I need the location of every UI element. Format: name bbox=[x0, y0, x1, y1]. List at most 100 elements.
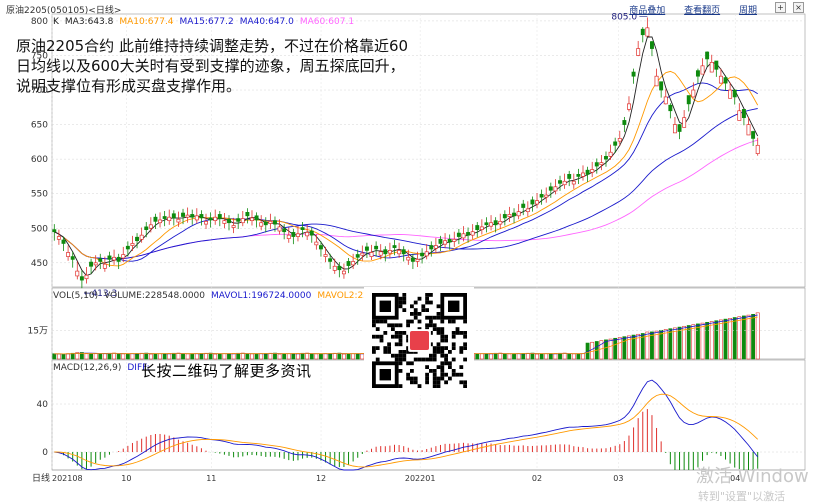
candle-body bbox=[452, 238, 457, 242]
candle-body bbox=[194, 215, 199, 221]
candle-body bbox=[751, 131, 756, 139]
candle-body bbox=[668, 104, 673, 112]
volume-bar bbox=[245, 353, 250, 360]
zoom-in-button[interactable]: + bbox=[775, 2, 786, 13]
qr-module bbox=[448, 361, 452, 366]
candle-body bbox=[171, 213, 176, 219]
volume-bar bbox=[277, 353, 282, 360]
candle-body bbox=[61, 239, 66, 244]
qr-module bbox=[398, 384, 403, 388]
qr-module bbox=[440, 331, 445, 335]
qr-module bbox=[463, 331, 467, 335]
price-tick-label: 600 bbox=[31, 155, 48, 165]
candle-body bbox=[732, 89, 737, 98]
qr-module bbox=[459, 372, 464, 377]
volume-bar bbox=[673, 327, 677, 360]
volume-bar bbox=[314, 353, 319, 360]
candle-body bbox=[700, 65, 705, 75]
qr-module bbox=[432, 376, 437, 381]
volume-bar bbox=[102, 353, 107, 360]
qr-module bbox=[398, 353, 403, 358]
volume-bar bbox=[296, 353, 300, 360]
qr-module bbox=[372, 350, 376, 354]
candle-body bbox=[383, 249, 388, 255]
qr-module bbox=[421, 308, 426, 312]
candle-body bbox=[622, 120, 627, 125]
qr-module bbox=[402, 296, 407, 301]
qr-module bbox=[406, 350, 410, 354]
volume-bar bbox=[158, 353, 162, 360]
candle-body bbox=[562, 180, 567, 186]
candle-body bbox=[627, 103, 631, 110]
volume-bar bbox=[719, 319, 723, 360]
volume-bar bbox=[539, 353, 544, 360]
qr-module bbox=[394, 331, 399, 335]
candle-body bbox=[718, 75, 723, 84]
qr-module bbox=[436, 315, 441, 320]
volume-bar bbox=[741, 315, 746, 360]
macd-diff-line bbox=[54, 379, 759, 471]
candle-body bbox=[75, 270, 80, 277]
volume-bar bbox=[700, 322, 705, 360]
qr-module bbox=[410, 361, 414, 366]
volume-bar bbox=[571, 353, 576, 360]
close-button[interactable]: × bbox=[793, 2, 804, 13]
volume-bar bbox=[162, 353, 167, 360]
volume-bar bbox=[217, 353, 222, 360]
qr-module bbox=[429, 353, 433, 358]
candle-body bbox=[360, 252, 365, 256]
x-axis-title: 日线 bbox=[32, 472, 50, 484]
volume-bar bbox=[355, 353, 360, 360]
x-tick-label: 202201 bbox=[405, 474, 436, 483]
qr-module bbox=[432, 323, 437, 328]
qr-module bbox=[451, 342, 456, 347]
qr-module bbox=[455, 331, 460, 335]
volume-bar bbox=[204, 352, 208, 360]
qr-code[interactable] bbox=[364, 287, 474, 395]
candle-body bbox=[433, 245, 438, 249]
qr-module bbox=[436, 376, 441, 381]
chart-title: 原油2205(050105)<日线> bbox=[6, 6, 122, 16]
price-legend-item: K bbox=[53, 17, 59, 27]
qr-module bbox=[394, 334, 399, 339]
candle-body bbox=[84, 274, 89, 280]
candle-body bbox=[351, 261, 356, 266]
qr-module bbox=[372, 334, 376, 339]
volume-bar bbox=[231, 353, 236, 360]
qr-module bbox=[463, 357, 467, 362]
qr-module bbox=[444, 361, 448, 366]
volume-bar bbox=[659, 329, 664, 360]
volume-bar bbox=[581, 353, 585, 360]
volume-legend-item: VOL(5,10) bbox=[53, 291, 99, 301]
qr-module bbox=[463, 346, 467, 350]
volume-bar bbox=[305, 352, 310, 360]
volume-bar bbox=[484, 353, 489, 360]
qr-module bbox=[410, 312, 414, 316]
volume-bar bbox=[751, 314, 756, 360]
volume-bar bbox=[135, 353, 139, 360]
qr-module bbox=[436, 331, 441, 335]
qr-module bbox=[402, 308, 407, 312]
candle-body bbox=[604, 156, 608, 160]
qr-module bbox=[413, 315, 418, 320]
candle-body bbox=[686, 95, 691, 105]
qr-module bbox=[432, 350, 437, 354]
toolbar-period-button[interactable]: 周期 bbox=[738, 6, 757, 16]
qr-module bbox=[413, 300, 418, 305]
candle-body bbox=[364, 246, 369, 251]
candle-body bbox=[387, 250, 392, 254]
toolbar-compare-button[interactable]: 商品叠加 bbox=[629, 6, 666, 16]
volume-bar bbox=[608, 338, 613, 360]
qr-finder-inner bbox=[379, 300, 391, 312]
ma15-line bbox=[54, 82, 758, 262]
volume-bar bbox=[535, 353, 539, 360]
toolbar-page-button[interactable]: 查看翻页 bbox=[684, 6, 721, 16]
volume-legend-item: MAVOL1:196724.0000 bbox=[211, 291, 312, 301]
qr-module bbox=[402, 350, 407, 354]
qr-module bbox=[444, 346, 448, 350]
volume-bar bbox=[645, 331, 650, 360]
qr-module bbox=[406, 376, 410, 381]
candle-body bbox=[617, 138, 622, 142]
candle-body bbox=[429, 245, 434, 250]
qr-module bbox=[394, 323, 399, 328]
